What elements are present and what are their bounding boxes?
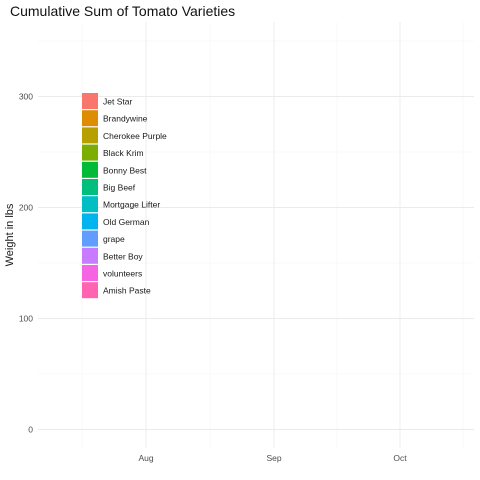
legend-swatch xyxy=(82,93,98,109)
legend-label: grape xyxy=(103,234,125,244)
y-axis-ticks: 0 100 200 300 xyxy=(19,92,33,435)
legend-label: Bonny Best xyxy=(103,165,147,175)
legend-swatch xyxy=(82,161,98,178)
legend-label: Cherokee Purple xyxy=(103,131,167,141)
x-axis-ticks: Aug Sep Oct xyxy=(138,453,407,463)
legend-swatch xyxy=(82,127,98,144)
x-tick-label: Sep xyxy=(266,453,281,463)
y-axis-label: Weight in lbs xyxy=(4,203,16,266)
legend-label: Better Boy xyxy=(103,251,143,261)
y-tick-label: 300 xyxy=(19,92,33,102)
legend-swatch xyxy=(82,144,98,161)
legend-swatch xyxy=(82,282,98,299)
y-tick-label: 200 xyxy=(19,203,33,213)
x-tick-label: Aug xyxy=(138,453,153,463)
legend-label: Mortgage Lifter xyxy=(103,200,160,210)
legend-swatch xyxy=(82,196,98,213)
legend-label: Big Beef xyxy=(103,183,136,193)
legend-label: Amish Paste xyxy=(103,286,151,296)
legend-swatch xyxy=(82,110,98,127)
legend: Jet Star Brandywine Cherokee Purple Black K… xyxy=(82,93,167,299)
legend-swatch xyxy=(82,247,98,264)
x-tick-label: Oct xyxy=(393,453,407,463)
legend-label: Old German xyxy=(103,217,150,227)
legend-swatch xyxy=(82,213,98,230)
legend-label: Jet Star xyxy=(103,97,132,107)
legend-label: volunteers xyxy=(103,269,142,279)
y-tick-label: 100 xyxy=(19,314,33,324)
y-tick-label: 0 xyxy=(28,425,33,435)
legend-swatch xyxy=(82,179,98,195)
legend-label: Black Krim xyxy=(103,148,144,158)
grid-major xyxy=(38,22,474,448)
legend-label: Brandywine xyxy=(103,114,148,124)
chart-title: Cumulative Sum of Tomato Varieties xyxy=(10,3,235,19)
legend-swatch xyxy=(82,265,98,281)
legend-swatch xyxy=(82,230,98,247)
